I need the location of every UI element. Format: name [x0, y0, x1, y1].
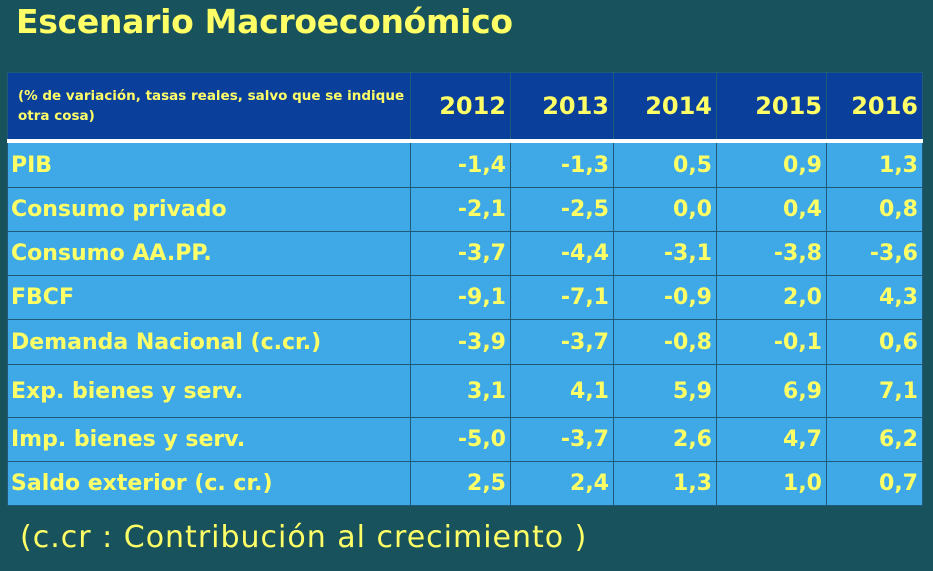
table-cell: 1,3: [826, 140, 923, 188]
macro-scenario-table: (% de variación, tasas reales, salvo que…: [7, 72, 923, 506]
row-label: Demanda Nacional (c.cr.): [7, 319, 411, 365]
table-cell: 0,7: [826, 461, 923, 506]
row-label: Imp. bienes y serv.: [7, 417, 411, 462]
row-label: FBCF: [7, 275, 411, 320]
table-cell: 4,7: [716, 417, 827, 462]
table-cell: -3,8: [716, 231, 827, 276]
row-label: Saldo exterior (c. cr.): [7, 461, 411, 506]
row-label: Consumo AA.PP.: [7, 231, 411, 276]
year-header: 2014: [613, 72, 717, 143]
table-cell: 2,0: [716, 275, 827, 320]
table-cell: 2,6: [613, 417, 717, 462]
table-row: FBCF -9,1 -7,1 -0,9 2,0 4,3: [7, 275, 923, 320]
table-header-row: (% de variación, tasas reales, salvo que…: [7, 72, 923, 143]
table-row: Consumo privado -2,1 -2,5 0,0 0,4 0,8: [7, 187, 923, 232]
table-cell: 0,4: [716, 187, 827, 232]
year-header: 2015: [716, 72, 827, 143]
table-cell: -0,9: [613, 275, 717, 320]
year-header: 2013: [510, 72, 614, 143]
table-row: Consumo AA.PP. -3,7 -4,4 -3,1 -3,8 -3,6: [7, 231, 923, 276]
table-cell: -2,5: [510, 187, 614, 232]
footnote: (c.cr : Contribución al crecimiento ): [20, 520, 588, 555]
table-cell: -3,9: [410, 319, 511, 365]
table-cell: -9,1: [410, 275, 511, 320]
table-cell: 0,9: [716, 140, 827, 188]
table-cell: 1,0: [716, 461, 827, 506]
table-cell: -1,4: [410, 140, 511, 188]
table-cell: -3,1: [613, 231, 717, 276]
row-label: Consumo privado: [7, 187, 411, 232]
slide-title: Escenario Macroeconómico: [16, 2, 513, 41]
row-label: PIB: [7, 140, 411, 188]
table-cell: 6,9: [716, 364, 827, 418]
table-cell: 0,6: [826, 319, 923, 365]
table-cell: 2,5: [410, 461, 511, 506]
table-cell: 0,5: [613, 140, 717, 188]
table-cell: -3,7: [510, 319, 614, 365]
table-cell: -7,1: [510, 275, 614, 320]
table-cell: -0,1: [716, 319, 827, 365]
table-cell: 0,0: [613, 187, 717, 232]
table-row: Demanda Nacional (c.cr.) -3,9 -3,7 -0,8 …: [7, 319, 923, 365]
table-cell: -4,4: [510, 231, 614, 276]
table-row: Exp. bienes y serv. 3,1 4,1 5,9 6,9 7,1: [7, 364, 923, 418]
table-cell: 5,9: [613, 364, 717, 418]
table-cell: 4,1: [510, 364, 614, 418]
table-units-note: (% de variación, tasas reales, salvo que…: [7, 72, 411, 143]
year-header: 2012: [410, 72, 511, 143]
table-cell: -1,3: [510, 140, 614, 188]
year-header: 2016: [826, 72, 923, 143]
table-cell: -0,8: [613, 319, 717, 365]
table-cell: -2,1: [410, 187, 511, 232]
table-cell: -3,7: [410, 231, 511, 276]
row-label: Exp. bienes y serv.: [7, 364, 411, 418]
table-cell: 0,8: [826, 187, 923, 232]
table-cell: 4,3: [826, 275, 923, 320]
table-cell: -3,7: [510, 417, 614, 462]
table-cell: -3,6: [826, 231, 923, 276]
table-row: Saldo exterior (c. cr.) 2,5 2,4 1,3 1,0 …: [7, 461, 923, 506]
table-cell: 1,3: [613, 461, 717, 506]
table-cell: 2,4: [510, 461, 614, 506]
table-cell: 7,1: [826, 364, 923, 418]
table-cell: 3,1: [410, 364, 511, 418]
table-row: Imp. bienes y serv. -5,0 -3,7 2,6 4,7 6,…: [7, 417, 923, 462]
table-row: PIB -1,4 -1,3 0,5 0,9 1,3: [7, 140, 923, 188]
table-cell: 6,2: [826, 417, 923, 462]
table-cell: -5,0: [410, 417, 511, 462]
